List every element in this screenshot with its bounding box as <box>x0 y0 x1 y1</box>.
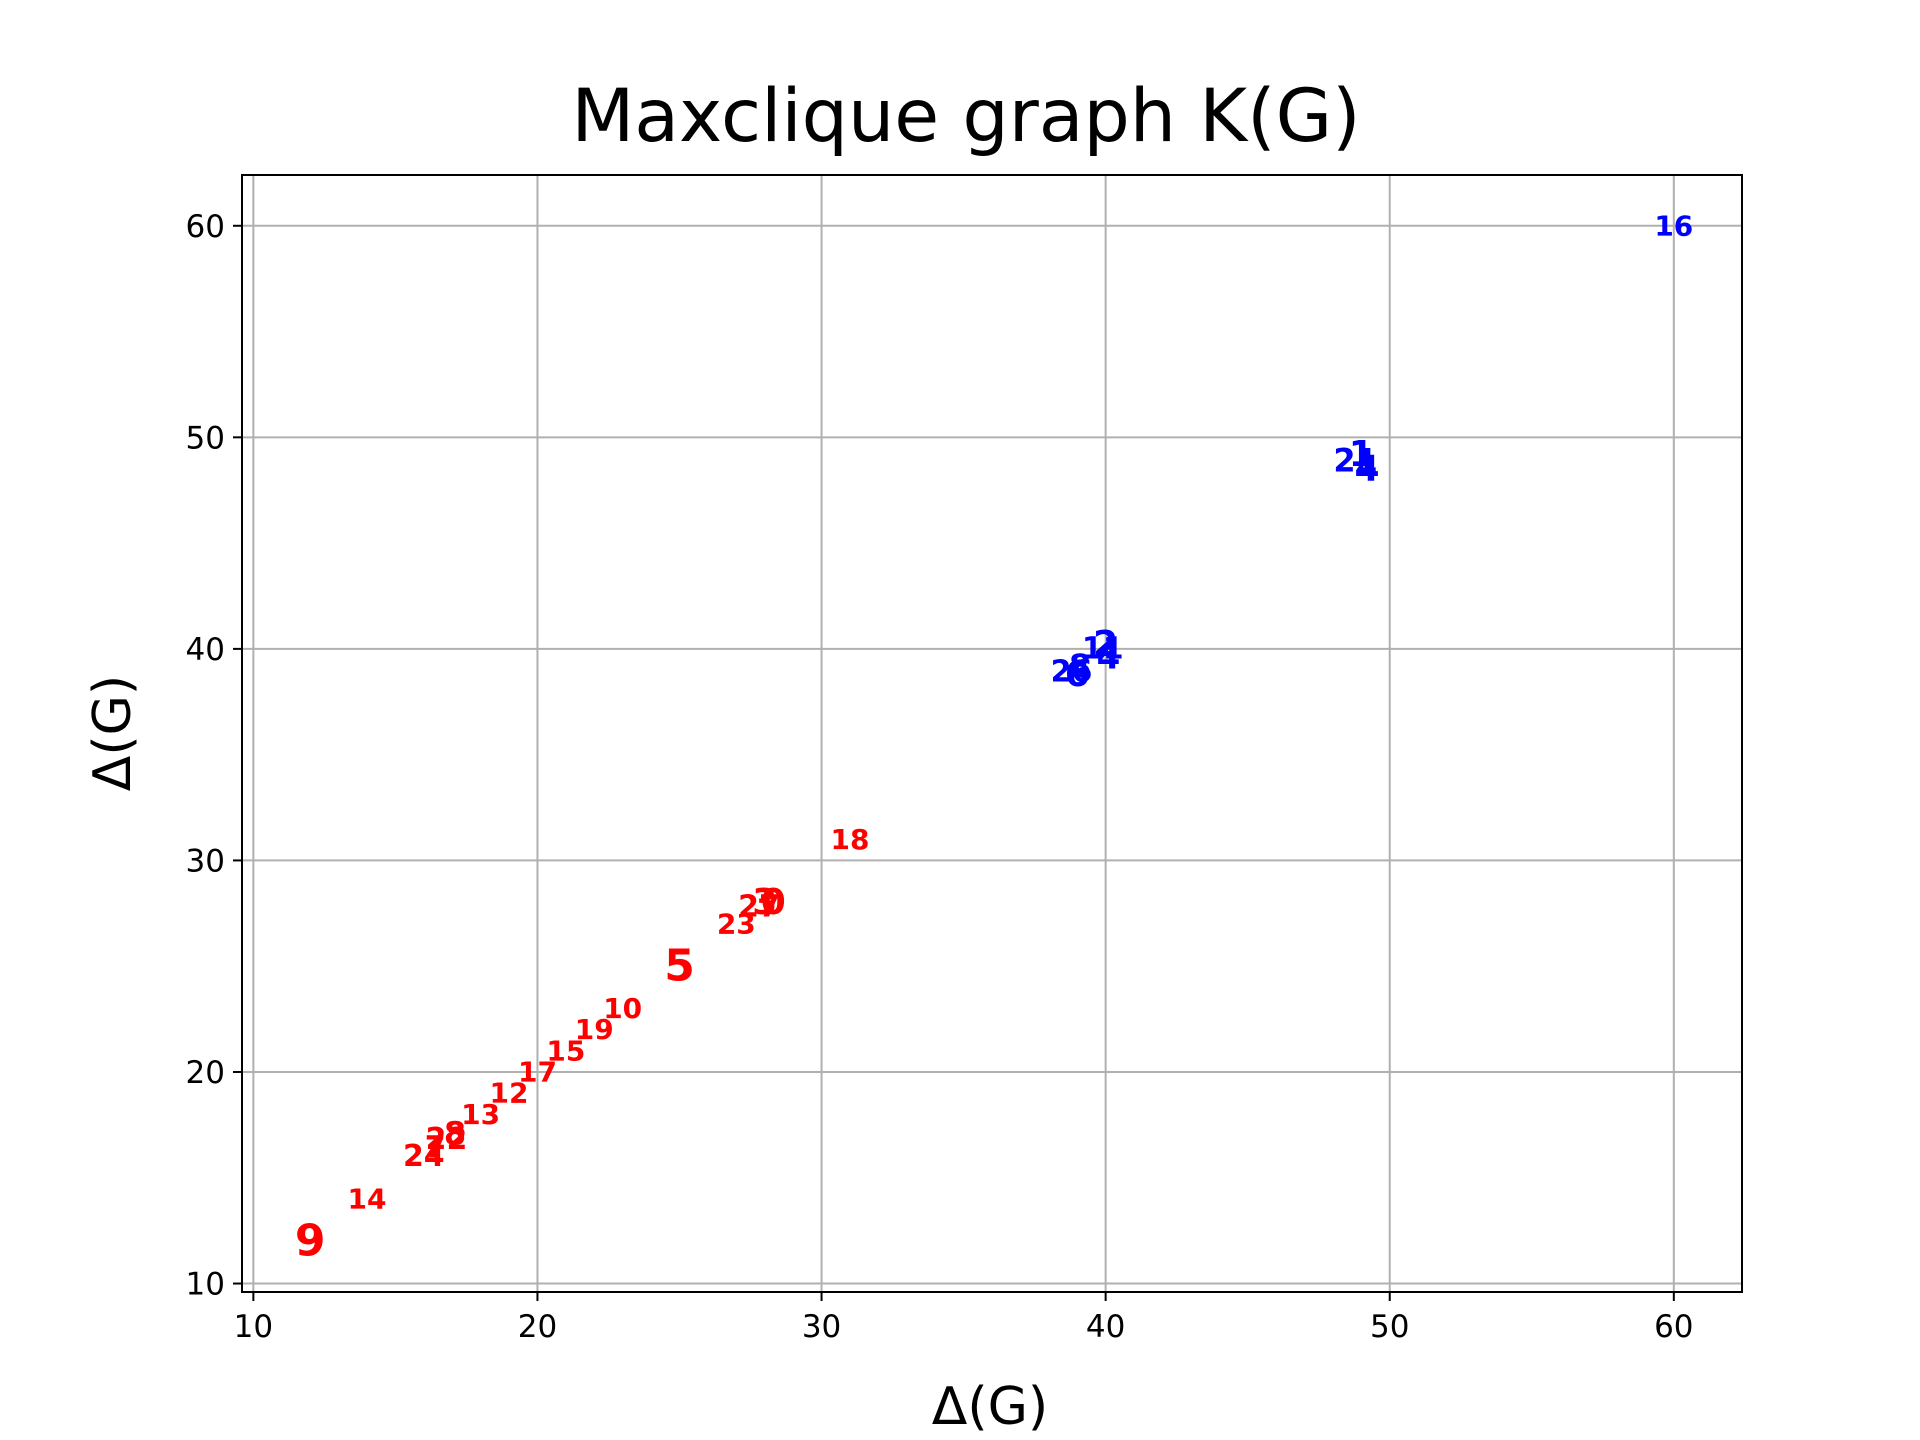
data-point-label: 4 <box>1097 637 1121 677</box>
x-tick-label: 10 <box>234 1309 273 1345</box>
y-tick-label: 50 <box>186 420 225 456</box>
data-point-label: 8 <box>1069 647 1091 685</box>
data-point-label: 9 <box>295 1216 326 1267</box>
x-tick-label: 30 <box>802 1309 841 1345</box>
x-tick-label: 20 <box>518 1309 557 1345</box>
data-point-label: 7 <box>425 1131 446 1166</box>
data-point-label: 2 <box>1093 624 1118 665</box>
y-tick-label: 30 <box>186 843 225 879</box>
data-point-label: 11 <box>1082 631 1124 666</box>
data-point-label: 3 <box>752 882 777 923</box>
data-point-label: 12 <box>490 1077 529 1110</box>
data-point-label: 10 <box>603 992 642 1025</box>
data-point-label: 5 <box>664 941 695 992</box>
data-point-label: 15 <box>546 1034 585 1067</box>
x-tick-label: 50 <box>1370 1309 1409 1345</box>
grid-layer <box>242 175 1742 1292</box>
chart-title: Maxclique graph K(G) <box>571 74 1360 159</box>
data-point-label: 4 <box>1354 449 1379 490</box>
y-tick-label: 10 <box>186 1267 225 1303</box>
x-tick-label: 40 <box>1086 1309 1125 1345</box>
data-point-label: 19 <box>575 1013 614 1046</box>
y-tick-label: 60 <box>186 209 225 245</box>
y-tick-label: 40 <box>186 632 225 668</box>
plot-frame <box>241 174 1743 1293</box>
x-axis-title: Δ(G) <box>932 1377 1048 1437</box>
data-point-label: 0 <box>761 882 786 923</box>
data-point-label: 8 <box>444 1114 466 1152</box>
x-tick-label: 60 <box>1654 1309 1693 1345</box>
data-point-label: 27 <box>738 889 780 924</box>
data-point-label: 23 <box>717 907 756 940</box>
data-point-label: 13 <box>461 1098 500 1131</box>
data-point-label: 24 <box>403 1139 445 1174</box>
data-point-label: 18 <box>830 823 869 856</box>
y-tick-label: 20 <box>186 1055 225 1091</box>
data-point-label: 1 <box>1349 434 1374 475</box>
points-layer: 9142472281312171519105232730182668112421… <box>295 209 1693 1266</box>
data-point-label: 6 <box>1065 654 1090 695</box>
data-point-label: 17 <box>518 1055 557 1088</box>
data-point-label: 22 <box>426 1122 468 1157</box>
data-point-label: 21 <box>1333 442 1378 480</box>
data-point-label: 16 <box>1654 209 1693 242</box>
data-point-label: 26 <box>1051 655 1093 690</box>
y-axis-title: Δ(G) <box>83 675 143 791</box>
data-point-label: 14 <box>348 1182 387 1215</box>
